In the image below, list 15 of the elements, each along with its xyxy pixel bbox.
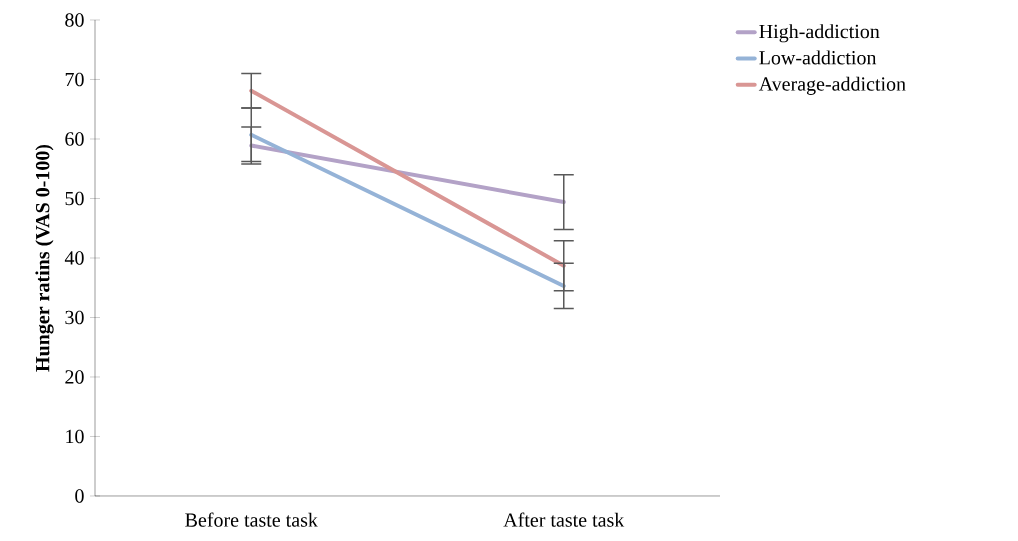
y-tick-label: 20: [65, 370, 84, 384]
y-tick-label: 80: [65, 13, 84, 27]
y-tick-label: 10: [66, 429, 84, 444]
y-tick-label: 60: [65, 132, 84, 146]
x-tick-label: Before taste task: [185, 512, 318, 527]
y-tick-label: 70: [65, 72, 84, 87]
legend-label: Low-addiction: [759, 50, 877, 65]
legend-label: Average-addiction: [758, 76, 906, 95]
y-tick-label: 30: [65, 310, 84, 325]
y-tick-label: 0: [75, 489, 84, 503]
legend-label: High-addiction: [759, 24, 880, 43]
y-tick-label: 40: [64, 251, 84, 265]
y-axis-title: Hunger ratins (VAS 0-100): [35, 144, 54, 372]
y-tick-label: 50: [65, 191, 84, 206]
x-tick-label: After taste task: [503, 512, 625, 527]
